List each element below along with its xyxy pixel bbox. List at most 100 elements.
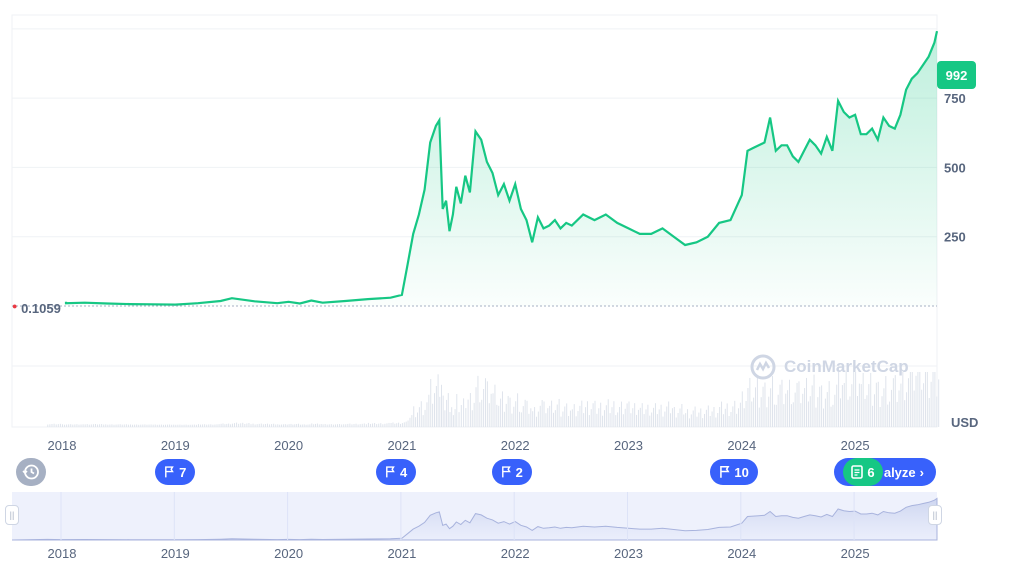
volume-bar bbox=[938, 379, 940, 427]
volume-bar bbox=[889, 401, 891, 427]
volume-bar bbox=[236, 422, 238, 427]
volume-bar bbox=[779, 384, 781, 427]
volume-bar bbox=[185, 424, 187, 427]
volume-bar bbox=[281, 424, 283, 427]
volume-bar bbox=[704, 413, 706, 427]
volume-bar bbox=[577, 411, 579, 427]
volume-bar bbox=[552, 412, 554, 427]
volume-bar bbox=[142, 424, 144, 427]
volume-bar bbox=[447, 393, 449, 427]
volume-bar bbox=[747, 388, 749, 427]
volume-bar bbox=[59, 423, 61, 427]
volume-bar bbox=[398, 422, 400, 427]
navigator-right-handle[interactable]: || bbox=[928, 505, 942, 525]
volume-bar bbox=[581, 400, 583, 427]
volume-bar bbox=[598, 408, 600, 427]
volume-bar bbox=[405, 421, 407, 427]
volume-bar bbox=[394, 423, 396, 427]
volume-bar bbox=[191, 424, 193, 427]
volume-bar bbox=[794, 392, 796, 427]
volume-bar bbox=[909, 372, 911, 427]
volume-bar bbox=[860, 384, 862, 427]
volume-bar bbox=[815, 407, 817, 427]
volume-bar bbox=[396, 423, 398, 427]
volume-bar bbox=[662, 416, 664, 427]
volume-bar bbox=[728, 416, 730, 427]
volume-bar bbox=[534, 407, 536, 427]
volume-bar bbox=[702, 418, 704, 427]
volume-bar bbox=[819, 386, 821, 427]
volume-bar bbox=[705, 409, 707, 427]
volume-bar bbox=[420, 401, 422, 427]
volume-bar bbox=[596, 413, 598, 427]
volume-bar bbox=[885, 376, 887, 427]
volume-bar bbox=[890, 389, 892, 427]
volume-bar bbox=[426, 402, 428, 427]
volume-bar bbox=[86, 424, 88, 427]
navigator-tick-label: 2022 bbox=[501, 546, 530, 561]
volume-bar bbox=[347, 423, 349, 427]
volume-bar bbox=[603, 410, 605, 427]
volume-bar bbox=[55, 424, 57, 427]
volume-bar bbox=[636, 414, 638, 427]
volume-bar bbox=[768, 396, 770, 427]
volume-bar bbox=[677, 413, 679, 427]
event-count: 2 bbox=[515, 464, 523, 480]
volume-bar bbox=[345, 424, 347, 427]
volume-bar bbox=[654, 403, 656, 427]
x-tick-label: 2025 bbox=[841, 438, 870, 453]
volume-bar bbox=[250, 424, 252, 427]
volume-bar bbox=[785, 393, 787, 427]
volume-bar bbox=[715, 417, 717, 427]
volume-bar bbox=[796, 382, 798, 427]
volume-bar bbox=[838, 372, 840, 427]
navigator-tick-label: 2020 bbox=[274, 546, 303, 561]
news-marker-button[interactable]: 6 bbox=[843, 458, 883, 486]
volume-bar bbox=[146, 424, 148, 427]
volume-bar bbox=[129, 424, 131, 427]
volume-bar bbox=[809, 396, 811, 427]
y-tick-label: 750 bbox=[944, 91, 966, 106]
volume-bar bbox=[522, 406, 524, 427]
volume-bar bbox=[105, 424, 107, 427]
event-marker-button[interactable]: 10 bbox=[709, 459, 758, 485]
start-dot-icon: ● bbox=[12, 301, 18, 311]
volume-bar bbox=[637, 409, 639, 427]
navigator-left-handle[interactable]: || bbox=[5, 505, 19, 525]
volume-bar bbox=[864, 398, 866, 427]
volume-bar bbox=[872, 405, 874, 427]
volume-bar bbox=[208, 424, 210, 427]
volume-bar bbox=[556, 404, 558, 427]
volume-bar bbox=[361, 423, 363, 427]
volume-bar bbox=[231, 423, 233, 427]
volume-bar bbox=[841, 385, 843, 427]
volume-bar bbox=[238, 423, 240, 427]
navigator-tick-label: 2024 bbox=[727, 546, 756, 561]
event-marker-button[interactable]: 7 bbox=[155, 459, 196, 485]
volume-bar bbox=[90, 424, 92, 427]
y-axis-ticks: 250 500 750 bbox=[944, 91, 966, 245]
volume-bar bbox=[220, 423, 222, 427]
volume-bar bbox=[615, 415, 617, 427]
volume-bar bbox=[494, 384, 496, 427]
volume-bar bbox=[732, 406, 734, 427]
volume-bar bbox=[569, 410, 571, 427]
x-axis-ticks: 2018 2019 2020 2021 2022 2023 2024 2025 bbox=[48, 438, 870, 453]
event-marker-button[interactable]: 2 bbox=[491, 459, 532, 485]
volume-bar bbox=[101, 424, 103, 427]
event-marker-button[interactable]: 4 bbox=[376, 459, 417, 485]
volume-bar bbox=[298, 423, 300, 427]
volume-bar bbox=[254, 424, 256, 427]
volume-bar bbox=[248, 422, 250, 427]
volume-bar bbox=[97, 424, 99, 427]
volume-bar bbox=[639, 407, 641, 427]
volume-bar bbox=[896, 401, 898, 427]
volume-bar bbox=[444, 410, 446, 427]
x-tick-label: 2022 bbox=[501, 438, 530, 453]
volume-bar bbox=[681, 404, 683, 427]
volume-bar bbox=[446, 399, 448, 427]
volume-bar bbox=[307, 424, 309, 427]
volume-bar bbox=[619, 407, 621, 427]
volume-bar bbox=[717, 413, 719, 427]
history-button[interactable] bbox=[16, 458, 46, 486]
